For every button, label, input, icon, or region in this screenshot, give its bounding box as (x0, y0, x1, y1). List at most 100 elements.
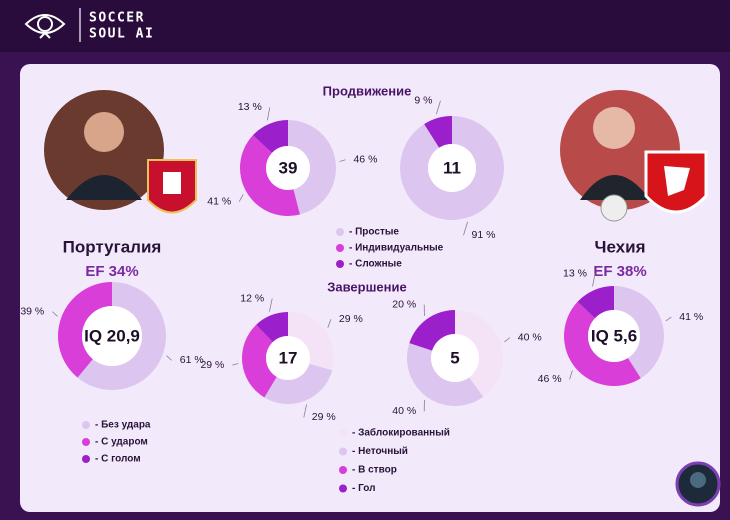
brand-line1: SOCCER (89, 11, 145, 26)
leader-line (266, 107, 271, 121)
leader-line (269, 298, 273, 312)
legend-swatch (339, 484, 347, 493)
value-label: 91 % (472, 229, 496, 241)
value-label: 39 % (20, 305, 44, 317)
header-bar (0, 0, 730, 52)
avatar-face (690, 472, 706, 488)
crest-shield (163, 172, 181, 194)
donut-center-label: 11 (443, 158, 461, 177)
team-name: Чехия (595, 237, 646, 256)
legend-label: - Простые (349, 227, 399, 238)
leader-line (435, 100, 441, 115)
legend-label: - Гол (352, 483, 376, 494)
leader-line (232, 363, 239, 366)
leader-line (166, 355, 173, 361)
donut-hole (428, 144, 476, 192)
donut-center-label: IQ 5,6 (591, 326, 637, 345)
legend-swatch (339, 466, 347, 474)
value-label: 9 % (414, 95, 432, 107)
chart-title: Завершение (327, 279, 407, 294)
donut-segment (288, 120, 336, 215)
donut-hole (266, 146, 310, 190)
legend-swatch (339, 429, 347, 437)
legend-swatch (336, 228, 344, 236)
leader-line (51, 311, 58, 317)
donut-segment (455, 310, 504, 397)
value-label: 40 % (392, 405, 416, 417)
legend-swatch (82, 421, 90, 429)
donut-center-label: 17 (279, 348, 298, 367)
legend-label: - С ударом (95, 437, 148, 448)
value-label: 40 % (518, 331, 542, 343)
leader-line (238, 194, 244, 202)
donut-hole (431, 334, 479, 382)
legend-label: - Заблокированный (352, 427, 450, 439)
donut-segment (240, 135, 300, 216)
team-ef: EF 38% (593, 263, 646, 280)
value-label: 12 % (240, 292, 264, 304)
team-ef: EF 34% (85, 263, 138, 280)
donut-segment (399, 116, 504, 221)
legend-label: - В створ (352, 465, 397, 476)
coach-face (84, 112, 124, 152)
value-label: 41 % (679, 311, 703, 323)
donut-segment (407, 343, 484, 406)
value-label: 46 % (353, 154, 377, 166)
legend-label: - Неточный (352, 446, 408, 457)
donut-segment (242, 324, 277, 398)
donut-segment (614, 286, 664, 379)
leader-line (569, 370, 573, 380)
legend-swatch (336, 260, 344, 268)
value-label: 41 % (207, 195, 231, 207)
donut-segment (256, 312, 288, 343)
value-label: 20 % (392, 298, 416, 310)
crest-lion (664, 166, 690, 196)
chart-title: Продвижение (323, 83, 412, 98)
legend-label: - Сложные (349, 259, 402, 270)
donut-segment (253, 120, 288, 153)
leader-line (303, 404, 307, 418)
ball (600, 194, 628, 222)
donut-segment (577, 286, 614, 319)
value-label: 61 % (180, 354, 204, 366)
legend-swatch (82, 438, 90, 446)
coach-face (593, 107, 635, 149)
legend-label: - Индивидуальные (349, 243, 444, 254)
leader-line (504, 337, 511, 343)
donut-hole (588, 310, 640, 362)
leader-line (339, 159, 346, 162)
leader-line (665, 316, 672, 322)
donut-segment (288, 312, 334, 371)
value-label: 13 % (563, 267, 587, 279)
donut-hole (82, 306, 142, 366)
donut-segment (57, 282, 112, 378)
value-label: 29 % (339, 313, 363, 325)
donut-segment (264, 363, 333, 404)
value-label: 13 % (238, 101, 262, 113)
donut-segment (409, 310, 455, 351)
coach-suit (580, 175, 650, 200)
donut-hole (266, 336, 310, 380)
legend-swatch (82, 455, 90, 463)
value-label: 46 % (538, 373, 562, 385)
logo (24, 14, 66, 39)
donut-segment (564, 301, 641, 386)
leader-line (327, 319, 332, 328)
leader-line (463, 221, 469, 236)
legend-label: - Без удара (95, 420, 151, 431)
value-label: 29 % (200, 359, 224, 371)
legend-swatch (336, 244, 344, 252)
coach-suit (66, 175, 142, 200)
donut-center-label: 39 (279, 158, 298, 177)
donut-center-label: 5 (450, 348, 459, 367)
donut-segment (77, 282, 166, 391)
leader-line (592, 273, 596, 287)
brand-line2: SOUL AI (89, 27, 154, 42)
legend-swatch (339, 447, 347, 456)
donut-segment (424, 116, 452, 148)
team-name: Португалия (63, 237, 162, 256)
donut-center-label: IQ 20,9 (84, 326, 140, 345)
value-label: 29 % (312, 411, 336, 423)
